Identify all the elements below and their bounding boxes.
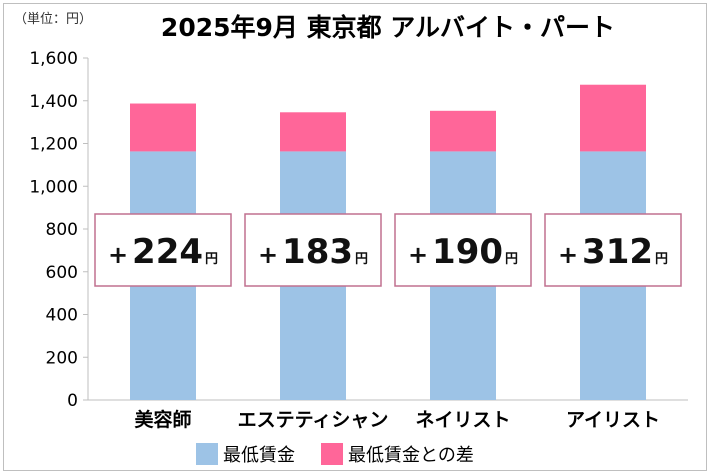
legend-swatch-difference — [321, 443, 343, 465]
y-tick-label: 400 — [46, 306, 78, 326]
difference-label: +183 円 — [258, 232, 368, 272]
difference-label: +312 円 — [558, 232, 668, 272]
difference-box — [244, 213, 382, 287]
y-tick-label: 1,200 — [29, 135, 78, 155]
difference-value: 190 — [432, 232, 503, 272]
bar-difference — [430, 110, 496, 152]
bar-difference — [580, 84, 646, 152]
difference-box — [544, 213, 682, 287]
legend-swatch-min-wage — [196, 443, 218, 465]
y-tick-label: 1,600 — [29, 49, 78, 69]
x-tick-label: エステティシャン — [238, 409, 389, 431]
difference-value: 224 — [132, 232, 203, 272]
difference-box — [94, 213, 232, 287]
difference-value: 183 — [282, 232, 353, 272]
difference-label: +224 円 — [108, 232, 218, 272]
y-tick-label: 0 — [67, 391, 78, 411]
difference-label: +190 円 — [408, 232, 518, 272]
legend-item-difference: 最低賃金との差 — [321, 441, 474, 467]
difference-sign: + — [108, 241, 128, 269]
bar-difference — [280, 112, 346, 152]
y-tick-label: 800 — [46, 220, 78, 240]
unit-label: （単位：円） — [14, 12, 93, 27]
difference-value: 312 — [582, 232, 653, 272]
difference-sign: + — [258, 241, 278, 269]
legend-label-difference: 最低賃金との差 — [348, 445, 474, 466]
difference-sign: + — [408, 241, 428, 269]
difference-unit: 円 — [655, 252, 668, 267]
x-tick-label: アイリスト — [566, 409, 660, 431]
y-tick-label: 1,400 — [29, 92, 78, 112]
chart-frame — [3, 3, 707, 471]
difference-unit: 円 — [205, 252, 218, 267]
x-tick-label: ネイリスト — [415, 409, 510, 431]
y-tick-label: 600 — [46, 263, 78, 283]
y-tick-label: 200 — [46, 348, 78, 368]
legend-label-min-wage: 最低賃金 — [223, 445, 295, 466]
bar-difference — [130, 103, 196, 152]
difference-unit: 円 — [355, 252, 368, 267]
difference-sign: + — [558, 241, 578, 269]
x-tick-label: 美容師 — [134, 408, 191, 431]
difference-unit: 円 — [505, 252, 518, 267]
legend-item-min-wage: 最低賃金 — [196, 441, 295, 467]
difference-box — [394, 213, 532, 287]
legend: 最低賃金 最低賃金との差 — [196, 440, 500, 468]
y-tick-label: 1,000 — [29, 177, 78, 197]
chart-title: 2025年9月 東京都 アルバイト・パート — [160, 13, 616, 42]
